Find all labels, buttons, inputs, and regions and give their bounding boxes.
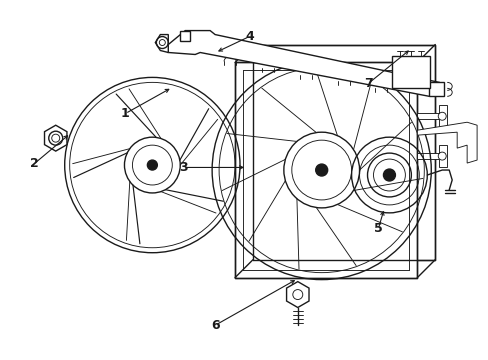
Text: 6: 6 <box>210 319 219 332</box>
Text: 3: 3 <box>179 161 187 174</box>
Polygon shape <box>286 282 308 307</box>
Polygon shape <box>416 122 476 163</box>
Circle shape <box>315 164 327 176</box>
Polygon shape <box>252 45 434 260</box>
Polygon shape <box>180 31 190 41</box>
Polygon shape <box>44 125 67 151</box>
Text: 5: 5 <box>373 222 382 235</box>
Polygon shape <box>392 57 429 88</box>
Polygon shape <box>416 105 447 127</box>
Text: 1: 1 <box>121 107 129 120</box>
Text: 7: 7 <box>364 77 372 90</box>
Text: 4: 4 <box>244 30 253 43</box>
Circle shape <box>318 167 324 173</box>
Circle shape <box>383 169 395 181</box>
Polygon shape <box>168 31 438 96</box>
Polygon shape <box>155 35 168 53</box>
Circle shape <box>147 160 157 170</box>
Polygon shape <box>428 82 443 96</box>
Polygon shape <box>235 62 416 278</box>
Text: 2: 2 <box>30 157 39 170</box>
Polygon shape <box>416 145 447 167</box>
